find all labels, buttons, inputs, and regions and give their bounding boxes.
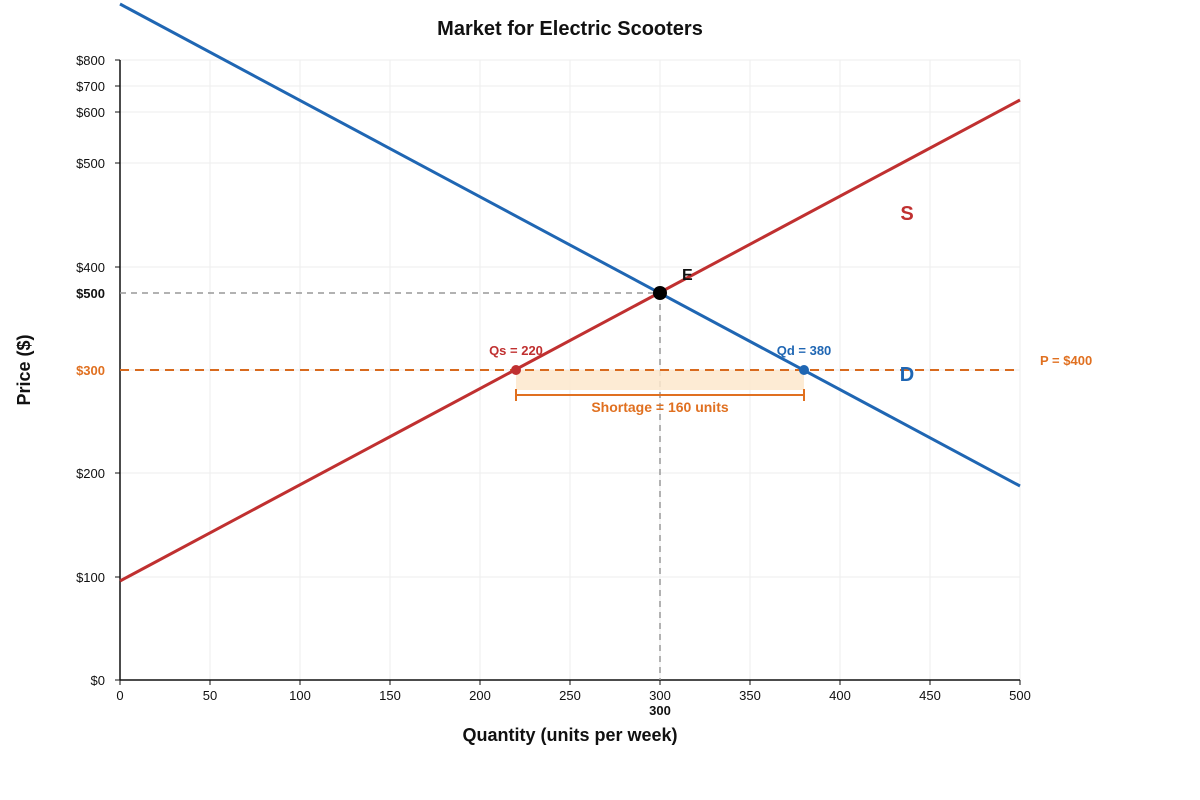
equilibrium-point (653, 286, 667, 300)
x-tick-label: 100 (289, 688, 311, 703)
x-axis-ticks: 0 50 100 150 200 250 300 350 400 450 500 (116, 680, 1031, 703)
x-tick-label: 350 (739, 688, 761, 703)
series-lines (119, 2, 1021, 583)
y-tick-label: $800 (76, 53, 105, 68)
x-tick-label: 200 (469, 688, 491, 703)
qd-point (799, 365, 809, 375)
supply-curve (119, 98, 1021, 583)
x-tick-label: 0 (116, 688, 123, 703)
x-tick-label: 50 (203, 688, 217, 703)
y-tick-label: $100 (76, 570, 105, 585)
qs-label: Qs = 220 (489, 343, 543, 358)
qd-label: Qd = 380 (777, 343, 832, 358)
y-tick-label: $0 (91, 673, 105, 688)
x-tick-label: 450 (919, 688, 941, 703)
equilibrium-quantity-label: 300 (649, 703, 671, 718)
x-tick-label: 250 (559, 688, 581, 703)
equilibrium-label: E (682, 267, 693, 284)
equilibrium-guides (120, 292, 661, 680)
y-tick-label: $600 (76, 105, 105, 120)
x-tick-label: 150 (379, 688, 401, 703)
y-tick-label: $700 (76, 79, 105, 94)
shortage-annotation (120, 369, 1020, 401)
shortage-region (516, 370, 804, 390)
supply-label: S (900, 203, 913, 225)
x-tick-label: 500 (1009, 688, 1031, 703)
qs-point (511, 365, 521, 375)
y-axis-label: Price ($) (14, 334, 34, 405)
y-tick-label: $400 (76, 260, 105, 275)
price-control-axis-label: $300 (76, 363, 105, 378)
x-tick-label: 300 (649, 688, 671, 703)
y-tick-label: $200 (76, 466, 105, 481)
demand-curve (119, 2, 1021, 488)
equilibrium-price-label: $500 (76, 286, 105, 301)
price-ceiling-label: P = $400 (1040, 353, 1092, 368)
point-markers (511, 286, 809, 375)
y-tick-label: $500 (76, 156, 105, 171)
x-tick-label: 400 (829, 688, 851, 703)
demand-label: D (900, 364, 914, 386)
chart-title: Market for Electric Scooters (437, 18, 703, 40)
y-axis-ticks: $0 $100 $200 $400 $500 $600 $700 $800 (76, 53, 120, 688)
x-axis-label: Quantity (units per week) (462, 725, 677, 745)
shortage-label: Shortage = 160 units (591, 399, 729, 415)
